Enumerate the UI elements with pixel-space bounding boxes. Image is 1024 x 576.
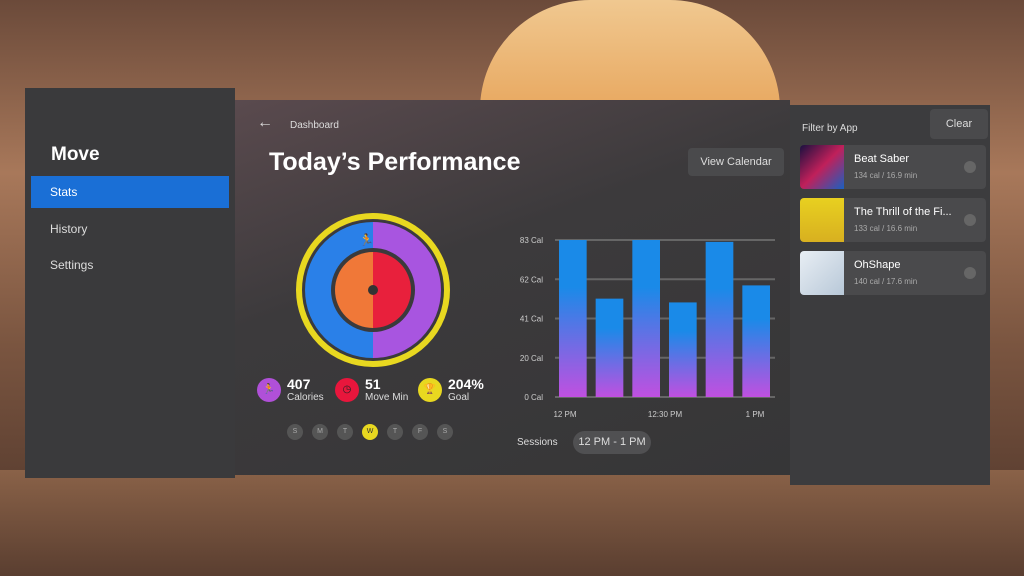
y-tick-label: 0 Cal xyxy=(524,393,543,402)
bar[interactable] xyxy=(559,240,587,397)
stat-calories: 🏃 407 Calories xyxy=(257,376,324,403)
day-saturday[interactable]: S xyxy=(437,424,453,440)
stat-goal: 🏆 204% Goal xyxy=(418,376,484,403)
app-item-ohshape[interactable]: OhShape 140 cal / 17.6 min xyxy=(800,251,986,295)
back-arrow-icon[interactable]: ← xyxy=(257,114,273,131)
x-tick-label: 12 PM xyxy=(553,410,576,419)
background-sky xyxy=(480,0,780,110)
app-item-beat-saber[interactable]: Beat Saber 134 cal / 16.9 min xyxy=(800,145,986,189)
day-tuesday[interactable]: T xyxy=(337,424,353,440)
clock-icon xyxy=(368,285,378,295)
page-title: Today’s Performance xyxy=(269,148,521,176)
radio-button[interactable] xyxy=(964,161,976,173)
day-sunday[interactable]: S xyxy=(287,424,303,440)
goal-label: Goal xyxy=(448,392,470,403)
app-item-thrill-of-the-fight[interactable]: The Thrill of the Fi... 133 cal / 16.6 m… xyxy=(800,198,986,242)
y-tick-label: 83 Cal xyxy=(520,236,543,245)
calories-value: 407 xyxy=(287,376,311,392)
move-min-value: 51 xyxy=(365,376,381,392)
beat-saber-thumbnail xyxy=(800,145,844,189)
breadcrumb[interactable]: Dashboard xyxy=(290,120,339,131)
thrill-of-the-fight-thumbnail xyxy=(800,198,844,242)
running-icon: 🏃 xyxy=(359,233,374,247)
app-name: OhShape xyxy=(854,259,901,271)
running-icon: 🏃 xyxy=(257,377,281,402)
x-tick-label: 1 PM xyxy=(746,410,765,419)
clear-button[interactable]: Clear xyxy=(930,109,988,139)
goal-value: 204% xyxy=(448,376,484,392)
sidebar-item-history[interactable]: History xyxy=(50,222,88,236)
app-stats: 134 cal / 16.9 min xyxy=(854,171,918,180)
app-title: Move xyxy=(51,144,100,165)
move-min-label: Move Min xyxy=(365,392,409,403)
bar[interactable] xyxy=(742,285,770,397)
bar[interactable] xyxy=(595,298,624,397)
filter-label: Filter by App xyxy=(802,123,858,134)
goal-ring xyxy=(296,213,450,367)
sidebar-item-stats[interactable]: Stats xyxy=(31,176,229,208)
y-tick-label: 41 Cal xyxy=(520,315,543,324)
sidebar-item-settings[interactable]: Settings xyxy=(50,258,94,272)
move-min-arc-orange xyxy=(335,252,373,328)
calories-bar-chart: 0 Cal 20 Cal 41 Cal 62 Cal 83 Cal 12 PM 12:30 … xyxy=(520,236,775,419)
y-tick-label: 20 Cal xyxy=(520,354,543,363)
view-calendar-button[interactable]: View Calendar xyxy=(688,148,784,176)
bar[interactable] xyxy=(705,241,734,397)
bar[interactable] xyxy=(669,302,697,397)
sidebar: Move Stats History Settings xyxy=(25,88,235,478)
sessions-dropdown[interactable]: 12 PM - 1 PM xyxy=(573,431,651,454)
main-panel: ← Dashboard Today’s Performance View Cal… xyxy=(235,100,790,475)
radio-button[interactable] xyxy=(964,214,976,226)
day-monday[interactable]: M xyxy=(312,424,328,440)
day-friday[interactable]: F xyxy=(412,424,428,440)
bar[interactable] xyxy=(632,240,660,397)
clock-icon: ◷ xyxy=(335,377,359,402)
day-wednesday[interactable]: W xyxy=(362,424,378,440)
radio-button[interactable] xyxy=(964,267,976,279)
calories-label: Calories xyxy=(287,392,324,403)
ohshape-thumbnail xyxy=(800,251,844,295)
app-name: The Thrill of the Fi... xyxy=(854,206,952,218)
day-selector: S M T W T F S xyxy=(287,424,453,440)
trophy-icon: 🏆 xyxy=(418,377,442,402)
sessions-label: Sessions xyxy=(517,437,558,448)
stat-move-min: ◷ 51 Move Min xyxy=(335,376,408,403)
move-min-arc-red xyxy=(373,252,411,328)
filter-panel: Filter by App Clear Beat Saber 134 cal /… xyxy=(790,105,990,485)
background-floor xyxy=(0,470,1024,576)
app-stats: 133 cal / 16.6 min xyxy=(854,224,918,233)
app-name: Beat Saber xyxy=(854,153,910,165)
activity-ring: 🏃 xyxy=(296,213,450,367)
y-tick-label: 62 Cal xyxy=(520,275,543,284)
day-thursday[interactable]: T xyxy=(387,424,403,440)
app-stats: 140 cal / 17.6 min xyxy=(854,277,918,286)
x-tick-label: 12:30 PM xyxy=(648,410,683,419)
